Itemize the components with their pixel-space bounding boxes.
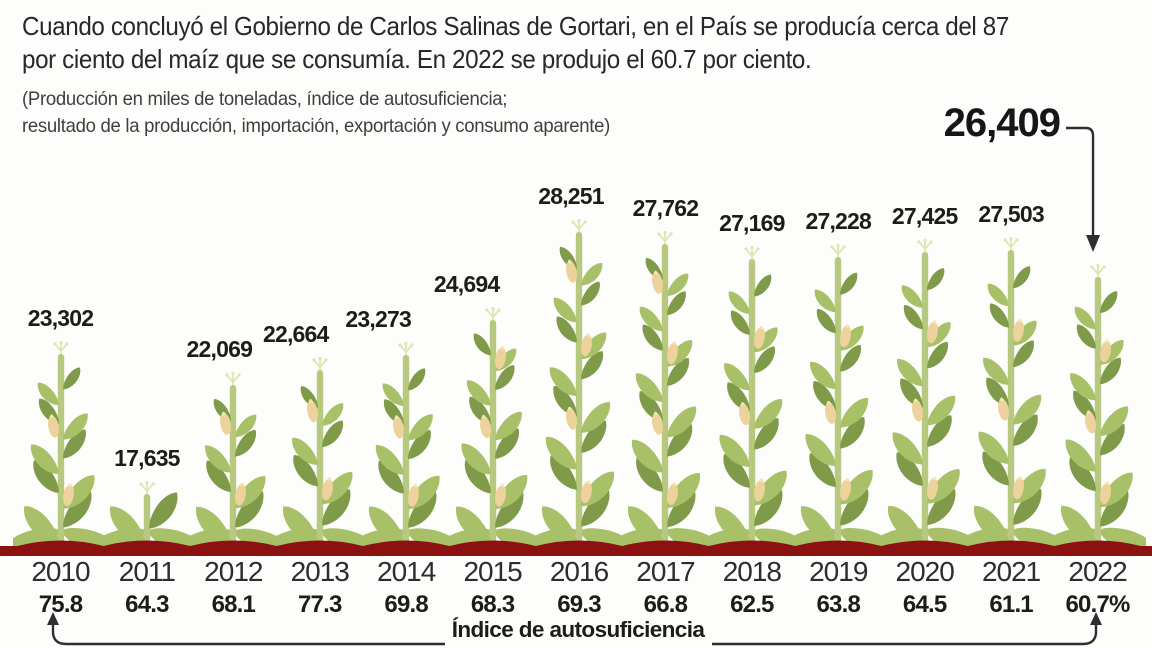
corn-plant-icon	[790, 244, 887, 556]
headline-line-1: Cuando concluyó el Gobierno de Carlos Sa…	[22, 11, 1009, 41]
index-value-2019: 63.8	[816, 591, 861, 618]
index-value-2022: 60.7%	[1065, 591, 1131, 618]
footer-label: Índice de autosuficiencia	[451, 617, 705, 642]
year-label-2011: 2011	[118, 556, 176, 587]
index-value-2017: 66.8	[643, 591, 688, 618]
year-label-2015: 2015	[463, 556, 522, 587]
value-label-2021: 27,503	[978, 201, 1044, 228]
value-label-2018: 27,169	[719, 209, 785, 236]
year-label-2018: 2018	[722, 556, 782, 587]
index-value-2012: 68.1	[211, 591, 256, 618]
corn-plant-icon	[876, 239, 973, 556]
year-label-2014: 2014	[377, 556, 436, 587]
year-label-2013: 2013	[290, 556, 350, 587]
year-label-2016: 2016	[549, 556, 609, 587]
value-label-2015: 24,694	[433, 270, 500, 297]
subtitle-line-1: (Producción en miles de toneladas, índic…	[22, 88, 508, 110]
corn-plant-icon	[703, 245, 800, 556]
value-label-2014: 23,273	[345, 305, 411, 332]
year-label-2020: 2020	[895, 556, 955, 587]
index-value-2020: 64.5	[902, 591, 947, 618]
index-value-2018: 62.5	[730, 591, 774, 618]
index-value-2016: 69.3	[557, 591, 601, 618]
value-label-2013: 22,664	[262, 320, 329, 347]
value-label-2020: 27,425	[891, 203, 958, 230]
value-label-2016: 28,251	[538, 183, 604, 209]
year-label-2019: 2019	[809, 556, 868, 587]
corn-plant-icon	[531, 218, 628, 556]
subtitle: (Producción en miles de toneladas, índic…	[22, 86, 610, 140]
year-label-2010: 2010	[31, 556, 90, 587]
subtitle-line-2: resultado de la producción, importación,…	[22, 115, 611, 137]
headline-line-2: por ciento del maíz que se consumía. En …	[22, 44, 812, 74]
corn-plant-icon	[617, 230, 714, 556]
value-label-2010: 23,302	[27, 305, 94, 332]
value-label-2019: 27,228	[805, 208, 872, 235]
index-value-2013: 77.3	[297, 591, 342, 618]
index-value-2014: 69.8	[384, 591, 428, 618]
corn-plant-icon	[1049, 264, 1146, 556]
ground-soil	[0, 540, 1152, 556]
highlight-value-label: 26,409	[943, 101, 1061, 145]
index-value-2011: 64.3	[125, 591, 169, 618]
index-value-2021: 61.1	[989, 591, 1033, 618]
value-label-2011: 17,635	[114, 445, 180, 471]
corn-plant-icon	[271, 356, 368, 556]
value-label-2017: 27,762	[632, 195, 699, 222]
index-value-2010: 75.8	[38, 591, 83, 618]
year-label-2022: 2022	[1068, 556, 1127, 587]
corn-plant-icon	[358, 341, 455, 556]
year-label-2021: 2021	[981, 556, 1041, 587]
headline: Cuando concluyó el Gobierno de Carlos Sa…	[22, 10, 1009, 76]
year-label-2012: 2012	[204, 556, 263, 587]
year-label-2017: 2017	[636, 556, 695, 587]
corn-plant-icon	[444, 306, 541, 556]
corn-plant-icon	[98, 480, 195, 556]
index-value-2015: 68.3	[470, 591, 515, 618]
value-label-2012: 22,069	[186, 335, 253, 362]
corn-plant-icon	[963, 237, 1060, 556]
